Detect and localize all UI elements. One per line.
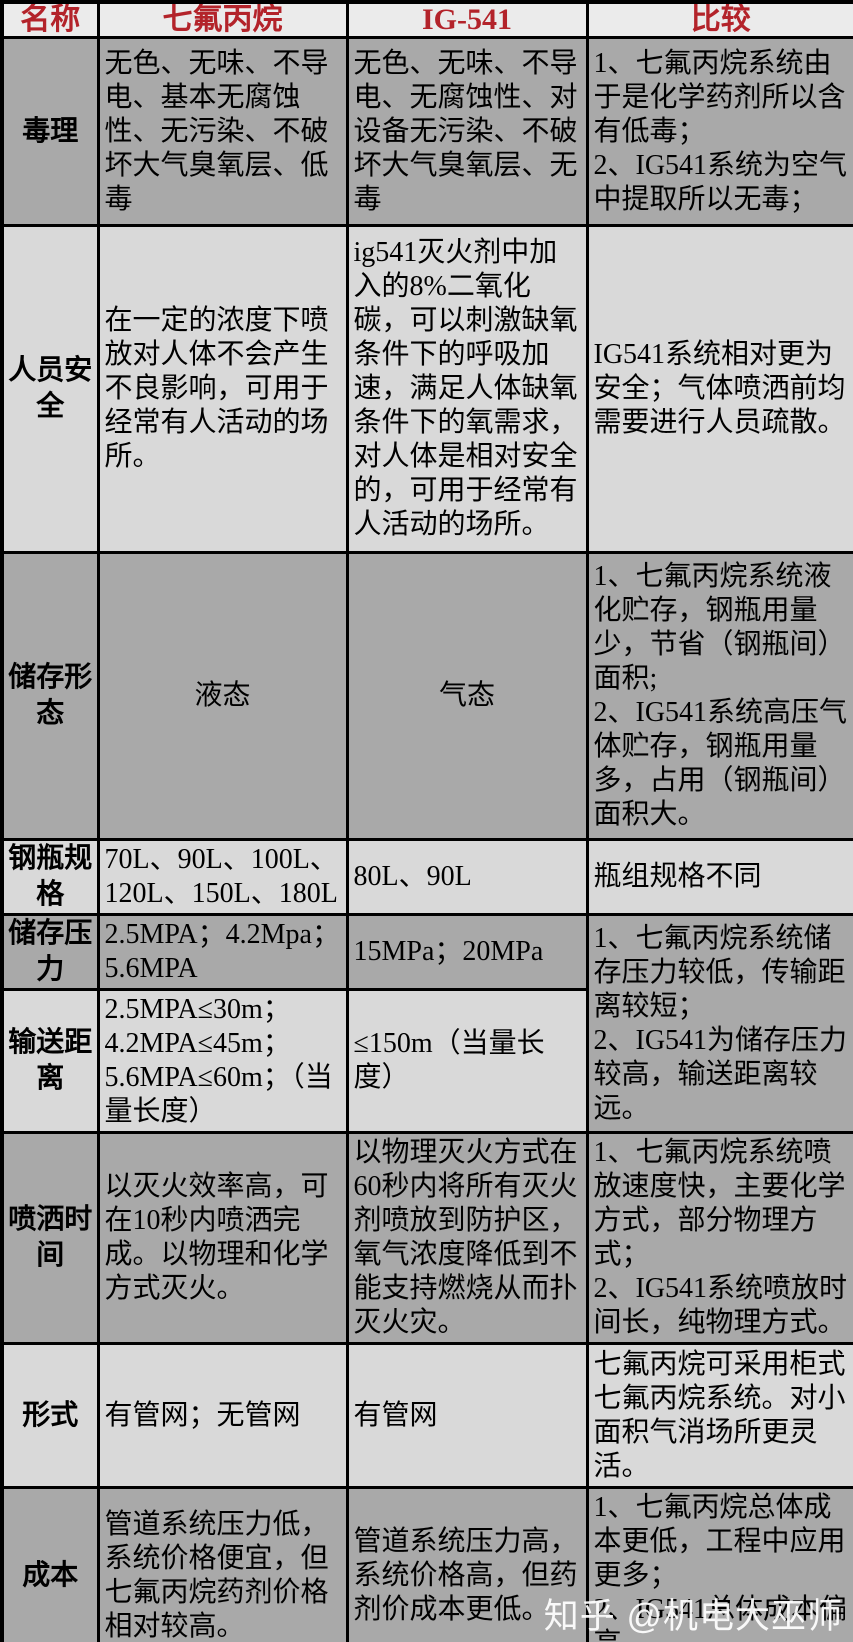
row-delivery-distance: 输送距离 2.5MPA≤30m； 4.2MPA≤45m； 5.6MPA≤60m；… <box>0 988 853 1134</box>
header-hfc227: 七氟丙烷 <box>96 0 349 39</box>
row-pressure-distance-compare: 1、七氟丙烷系统储存压力较低，传输距离较短； 2、IG541为储存压力较高，输送… <box>585 913 853 1134</box>
header-row: 名称 七氟丙烷 IG-541 比较 <box>0 0 853 39</box>
row-cylinder-spec-ig541: 80L、90L <box>345 838 589 916</box>
row-toxicology-compare: 1、七氟丙烷系统由于是化学药剂所以含有低毒； 2、IG541系统为空气中提取所以… <box>585 36 853 227</box>
row-cylinder-spec-hfc: 70L、90L、100L、 120L、150L、180L <box>96 838 349 916</box>
row-form-compare: 七氟丙烷可采用柜式七氟丙烷系统。对小面积气消场所更灵活。 <box>585 1342 853 1489</box>
row-spray-time-compare: 1、七氟丙烷系统喷放速度快，主要化学方式，部分物理方式； 2、IG541系统喷放… <box>585 1131 853 1345</box>
row-form-label: 形式 <box>0 1342 100 1489</box>
row-storage-form: 储存形态 液态 气态 1、七氟丙烷系统液化贮存，钢瓶用量少，节省（钢瓶间）面积;… <box>0 551 853 841</box>
row-cylinder-spec-compare: 瓶组规格不同 <box>585 838 853 916</box>
row-storage-pressure: 储存压力 2.5MPA；4.2Mpa； 5.6MPA 15MPa；20MPa 1… <box>0 913 853 1134</box>
row-toxicology-ig541: 无色、无味、不导电、无腐蚀性、对设备无污染、不破坏大气臭氧层、无毒 <box>345 36 589 227</box>
row-personnel-safety-compare: IG541系统相对更为安全；气体喷洒前均需要进行人员疏散。 <box>585 224 853 554</box>
row-form-hfc: 有管网；无管网 <box>96 1342 349 1489</box>
row-form-ig541: 有管网 <box>345 1342 589 1489</box>
row-cost-label: 成本 <box>0 1486 100 1642</box>
row-cost: 成本 管道系统压力低，系统价格便宜，但七氟丙烷药剂价格相对较高。 管道系统压力高… <box>0 1486 853 1642</box>
row-toxicology: 毒理 无色、无味、不导电、基本无腐蚀性、无污染、不破坏大气臭氧层、低毒 无色、无… <box>0 36 853 227</box>
row-toxicology-hfc: 无色、无味、不导电、基本无腐蚀性、无污染、不破坏大气臭氧层、低毒 <box>96 36 349 227</box>
row-delivery-distance-ig541: ≤150m（当量长 度） <box>345 988 589 1134</box>
row-cost-compare: 1、七氟丙烷总体成本更低，工程中应用更多； 2、IG541总体成本偏高。 <box>585 1486 853 1642</box>
row-cost-hfc: 管道系统压力低，系统价格便宜，但七氟丙烷药剂价格相对较高。 <box>96 1486 349 1642</box>
row-form: 形式 有管网；无管网 有管网 七氟丙烷可采用柜式七氟丙烷系统。对小面积气消场所更… <box>0 1342 853 1489</box>
row-spray-time: 喷洒时间 以灭火效率高，可在10秒内喷洒完成。以物理和化学方式灭火。 以物理灭火… <box>0 1131 853 1345</box>
row-spray-time-hfc: 以灭火效率高，可在10秒内喷洒完成。以物理和化学方式灭火。 <box>96 1131 349 1345</box>
row-cost-ig541: 管道系统压力高，系统价格高，但药剂价成本更低。 <box>345 1486 589 1642</box>
row-personnel-safety: 人员安全 在一定的浓度下喷放对人体不会产生不良影响，可用于经常有人活动的场所。 … <box>0 224 853 554</box>
row-spray-time-ig541: 以物理灭火方式在60秒内将所有灭火剂喷放到防护区，氧气浓度降低到不能支持燃烧从而… <box>345 1131 589 1345</box>
row-personnel-safety-label: 人员安全 <box>0 224 100 554</box>
row-storage-form-compare: 1、七氟丙烷系统液化贮存，钢瓶用量少，节省（钢瓶间）面积; 2、IG541系统高… <box>585 551 853 841</box>
row-storage-form-label: 储存形态 <box>0 551 100 841</box>
row-delivery-distance-label: 输送距离 <box>0 988 100 1134</box>
row-storage-form-ig541: 气态 <box>345 551 589 841</box>
row-personnel-safety-ig541: ig541灭火剂中加入的8%二氧化碳，可以刺激缺氧条件下的呼吸加速，满足人体缺氧… <box>345 224 589 554</box>
header-name: 名称 <box>0 0 100 39</box>
row-toxicology-label: 毒理 <box>0 36 100 227</box>
row-storage-pressure-label: 储存压力 <box>0 913 100 991</box>
row-storage-pressure-hfc: 2.5MPA；4.2Mpa； 5.6MPA <box>96 913 349 991</box>
row-cylinder-spec-label: 钢瓶规格 <box>0 838 100 916</box>
row-spray-time-label: 喷洒时间 <box>0 1131 100 1345</box>
row-storage-form-hfc: 液态 <box>96 551 349 841</box>
header-ig541: IG-541 <box>345 0 589 39</box>
row-cylinder-spec: 钢瓶规格 70L、90L、100L、 120L、150L、180L 80L、90… <box>0 838 853 916</box>
row-delivery-distance-hfc: 2.5MPA≤30m； 4.2MPA≤45m； 5.6MPA≤60m；（当量长度… <box>96 988 349 1134</box>
row-personnel-safety-hfc: 在一定的浓度下喷放对人体不会产生不良影响，可用于经常有人活动的场所。 <box>96 224 349 554</box>
header-compare: 比较 <box>585 0 853 39</box>
row-storage-pressure-ig541: 15MPa；20MPa <box>345 913 589 991</box>
